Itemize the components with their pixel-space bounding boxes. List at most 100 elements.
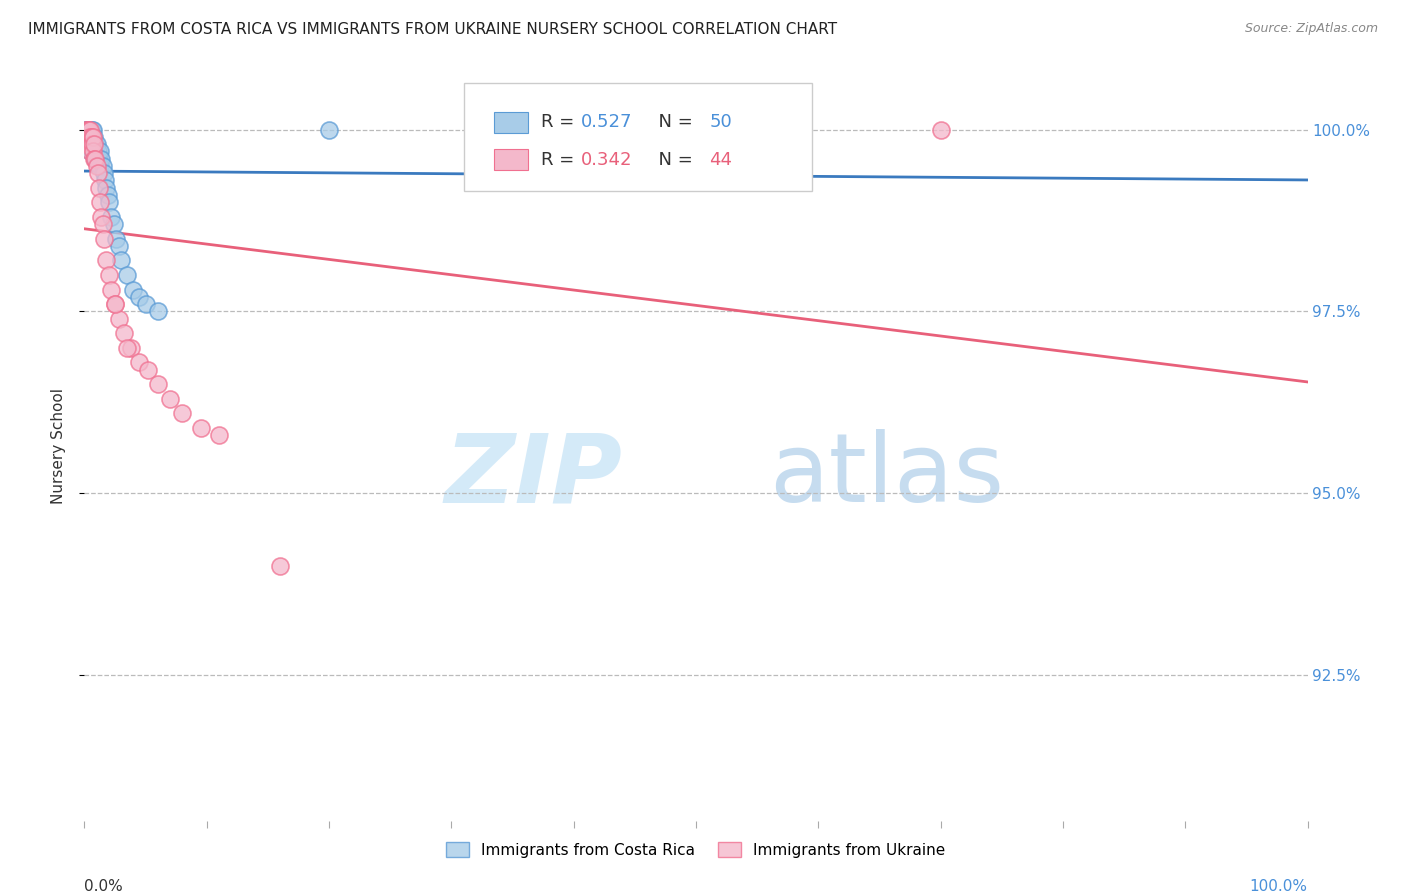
Point: [159, 392, 181, 406]
Text: N =: N =: [647, 151, 699, 169]
Point: [76, 122, 98, 136]
Point: [90, 210, 112, 224]
Point: [89, 195, 111, 210]
Point: [76, 129, 98, 144]
Point: [93, 232, 115, 246]
Point: [76, 122, 98, 136]
Point: [77, 137, 100, 152]
Point: [77, 137, 100, 152]
Point: [89, 159, 111, 173]
Point: [97, 188, 120, 202]
Point: [146, 304, 169, 318]
Text: atlas: atlas: [769, 429, 1004, 523]
Point: [100, 210, 122, 224]
Point: [83, 129, 105, 144]
Point: [97, 195, 120, 210]
Point: [110, 253, 132, 268]
Point: [82, 145, 104, 159]
Point: [82, 129, 104, 144]
Point: [77, 122, 100, 136]
Point: [77, 129, 100, 144]
Point: [100, 283, 122, 297]
Point: [96, 253, 118, 268]
Point: [79, 129, 101, 144]
Point: [77, 122, 100, 136]
Point: [135, 297, 157, 311]
Point: [104, 297, 127, 311]
Point: [208, 428, 231, 442]
Point: [87, 152, 110, 166]
Point: [75, 122, 97, 136]
Point: [76, 122, 98, 136]
FancyBboxPatch shape: [494, 149, 529, 170]
Point: [84, 152, 107, 166]
Point: [747, 122, 769, 136]
Point: [96, 180, 118, 194]
Point: [90, 152, 112, 166]
Point: [77, 122, 100, 136]
Point: [91, 159, 114, 173]
Point: [136, 362, 159, 376]
Point: [318, 122, 340, 136]
Point: [87, 145, 110, 159]
Point: [93, 166, 115, 180]
Point: [82, 137, 104, 152]
Point: [77, 122, 100, 136]
Point: [112, 326, 135, 341]
Point: [87, 166, 110, 180]
Text: R =: R =: [541, 151, 579, 169]
Point: [80, 145, 103, 159]
Point: [97, 268, 120, 282]
Point: [77, 122, 100, 136]
FancyBboxPatch shape: [494, 112, 529, 133]
Text: Source: ZipAtlas.com: Source: ZipAtlas.com: [1244, 22, 1378, 36]
Point: [107, 239, 129, 253]
Y-axis label: Nursery School: Nursery School: [51, 388, 66, 504]
Text: 100.0%: 100.0%: [1250, 879, 1308, 892]
Text: R =: R =: [541, 113, 579, 131]
FancyBboxPatch shape: [464, 83, 813, 191]
Text: IMMIGRANTS FROM COSTA RICA VS IMMIGRANTS FROM UKRAINE NURSERY SCHOOL CORRELATION: IMMIGRANTS FROM COSTA RICA VS IMMIGRANTS…: [28, 22, 837, 37]
Point: [115, 268, 138, 282]
Point: [77, 122, 100, 136]
Point: [190, 421, 212, 435]
Point: [86, 152, 108, 166]
Point: [86, 159, 108, 173]
Point: [79, 122, 101, 136]
Point: [80, 137, 103, 152]
Text: 0.342: 0.342: [581, 151, 633, 169]
Point: [87, 180, 110, 194]
Point: [80, 122, 103, 136]
Point: [80, 129, 103, 144]
Point: [120, 341, 142, 355]
Legend: Immigrants from Costa Rica, Immigrants from Ukraine: Immigrants from Costa Rica, Immigrants f…: [439, 835, 953, 865]
Text: 0.0%: 0.0%: [84, 879, 124, 892]
Point: [89, 145, 111, 159]
Point: [79, 145, 101, 159]
Point: [84, 137, 107, 152]
Point: [77, 137, 100, 152]
Point: [146, 377, 169, 392]
Text: N =: N =: [647, 113, 699, 131]
Point: [104, 297, 127, 311]
Point: [75, 122, 97, 136]
Point: [929, 122, 952, 136]
Point: [128, 355, 150, 369]
Text: 50: 50: [710, 113, 733, 131]
Point: [79, 122, 101, 136]
Point: [79, 145, 101, 159]
Point: [172, 406, 194, 420]
Point: [82, 122, 104, 136]
Point: [79, 129, 101, 144]
Point: [83, 152, 105, 166]
Point: [115, 341, 138, 355]
Text: ZIP: ZIP: [444, 429, 623, 523]
Point: [77, 129, 100, 144]
Point: [79, 137, 101, 152]
Point: [77, 122, 100, 136]
Point: [84, 152, 107, 166]
Point: [77, 129, 100, 144]
Text: 44: 44: [710, 151, 733, 169]
Text: 0.527: 0.527: [581, 113, 633, 131]
Point: [91, 217, 114, 231]
